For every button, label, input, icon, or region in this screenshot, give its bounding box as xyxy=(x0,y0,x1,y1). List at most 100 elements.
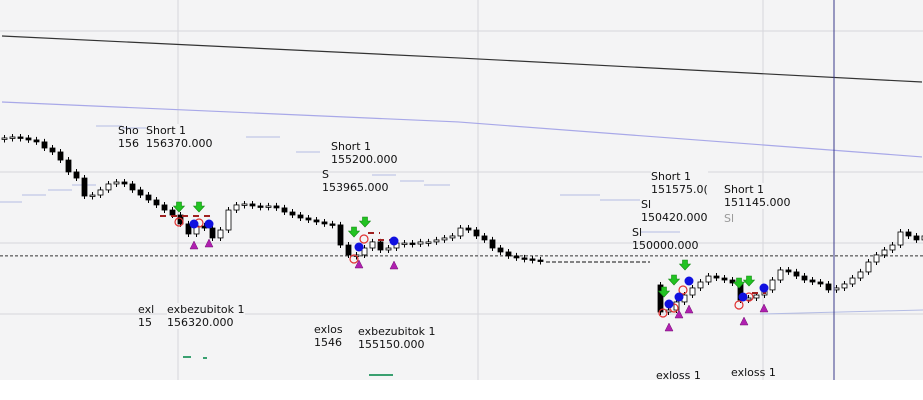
annotation-label: exloss 1 xyxy=(731,366,776,379)
fill-dot-icon xyxy=(354,242,364,252)
candle xyxy=(513,255,520,259)
fill-dot-icon xyxy=(674,292,684,302)
annotation-label: exbezubitok 1 156320.000 xyxy=(167,303,245,329)
candle xyxy=(409,242,416,245)
candle xyxy=(153,199,160,206)
candle xyxy=(145,194,152,201)
stop-step-lines xyxy=(0,125,923,315)
candle xyxy=(377,241,384,251)
fill-dot-icon xyxy=(189,219,199,229)
candle xyxy=(865,261,872,273)
candle xyxy=(9,136,16,139)
candle xyxy=(225,209,232,231)
exit-circle-icon xyxy=(349,254,359,264)
candle xyxy=(105,183,112,191)
candle xyxy=(401,242,408,245)
fill-dot-icon xyxy=(759,283,769,293)
candle xyxy=(169,209,176,216)
triangle-marker-icon xyxy=(389,260,399,270)
candles xyxy=(1,133,923,316)
candle xyxy=(33,139,40,143)
entry-arrow-icon xyxy=(657,286,671,298)
candle xyxy=(217,229,224,239)
candle xyxy=(913,235,920,241)
candle xyxy=(281,207,288,213)
candle xyxy=(841,283,848,289)
fill-dot-icon xyxy=(738,292,748,302)
candle xyxy=(177,214,184,225)
candle xyxy=(185,223,192,235)
candle xyxy=(473,229,480,237)
triangle-marker-icon xyxy=(739,316,749,326)
price-chart[interactable]: Sho 156 Short 1 156370.000 S 153965.000 Sho… xyxy=(0,0,923,380)
candle xyxy=(801,275,808,281)
candle xyxy=(849,277,856,285)
candle xyxy=(537,259,544,262)
candle xyxy=(137,189,144,196)
exit-circle-icon xyxy=(174,217,184,227)
candle xyxy=(777,269,784,281)
candle xyxy=(833,287,840,291)
candle xyxy=(793,271,800,277)
chart-canvas[interactable] xyxy=(0,0,923,380)
candle xyxy=(121,181,128,185)
candle xyxy=(17,136,24,139)
candle xyxy=(881,249,888,256)
candle xyxy=(329,223,336,226)
fill-dot-icon xyxy=(684,276,694,286)
candle xyxy=(713,275,720,279)
candle xyxy=(857,271,864,279)
candle xyxy=(297,214,304,219)
annotation-label: exlos 1546 xyxy=(314,323,343,349)
candle xyxy=(721,277,728,281)
candle xyxy=(113,181,120,185)
candle xyxy=(809,279,816,283)
exit-circle-icon xyxy=(678,285,688,295)
candle xyxy=(785,269,792,273)
triangle-marker-icon xyxy=(664,322,674,332)
candle xyxy=(345,244,352,256)
candle xyxy=(257,205,264,208)
entry-arrow-icon xyxy=(358,216,372,228)
moving-average-slow xyxy=(1,35,923,83)
candle xyxy=(481,235,488,241)
annotation-label: exbezubitok 1 155150.000 xyxy=(358,325,436,351)
annotation-label: exl 15 xyxy=(138,303,155,329)
candle xyxy=(265,205,272,208)
triangle-marker-icon xyxy=(759,303,769,313)
fill-dot-icon xyxy=(204,219,214,229)
candle xyxy=(209,227,216,239)
candle xyxy=(769,279,776,291)
entry-arrow-icon xyxy=(192,201,206,213)
annotation-label: exloss 1 xyxy=(656,369,701,380)
candle xyxy=(313,219,320,223)
candle xyxy=(465,227,472,231)
candle xyxy=(25,137,32,141)
candle xyxy=(369,241,376,249)
candle xyxy=(57,151,64,161)
exit-circle-icon xyxy=(658,308,668,318)
annotation-label: Short 1 151145.000 xyxy=(724,183,791,209)
entry-arrow-icon xyxy=(678,259,692,271)
candle xyxy=(449,235,456,239)
triangle-marker-icon xyxy=(674,309,684,319)
candle xyxy=(49,147,56,153)
trade-markers xyxy=(160,201,769,376)
entry-arrow-icon xyxy=(347,226,361,238)
annotation-label: Sl xyxy=(724,212,735,225)
annotation-label: S 153965.000 xyxy=(322,168,389,194)
candle xyxy=(41,141,48,149)
candle xyxy=(129,183,136,191)
candle xyxy=(705,275,712,283)
candle xyxy=(905,231,912,237)
candle xyxy=(273,205,280,209)
moving-average-fast xyxy=(1,101,923,158)
annotation-label: Short 1 155200.000 xyxy=(331,140,398,166)
exit-circle-icon xyxy=(734,300,744,310)
candle xyxy=(529,258,536,261)
candle xyxy=(321,221,328,225)
candle xyxy=(81,177,88,197)
triangle-marker-icon xyxy=(189,240,199,250)
annotation-label: Sl 150420.000 xyxy=(641,198,708,224)
fill-dot-icon xyxy=(389,236,399,246)
